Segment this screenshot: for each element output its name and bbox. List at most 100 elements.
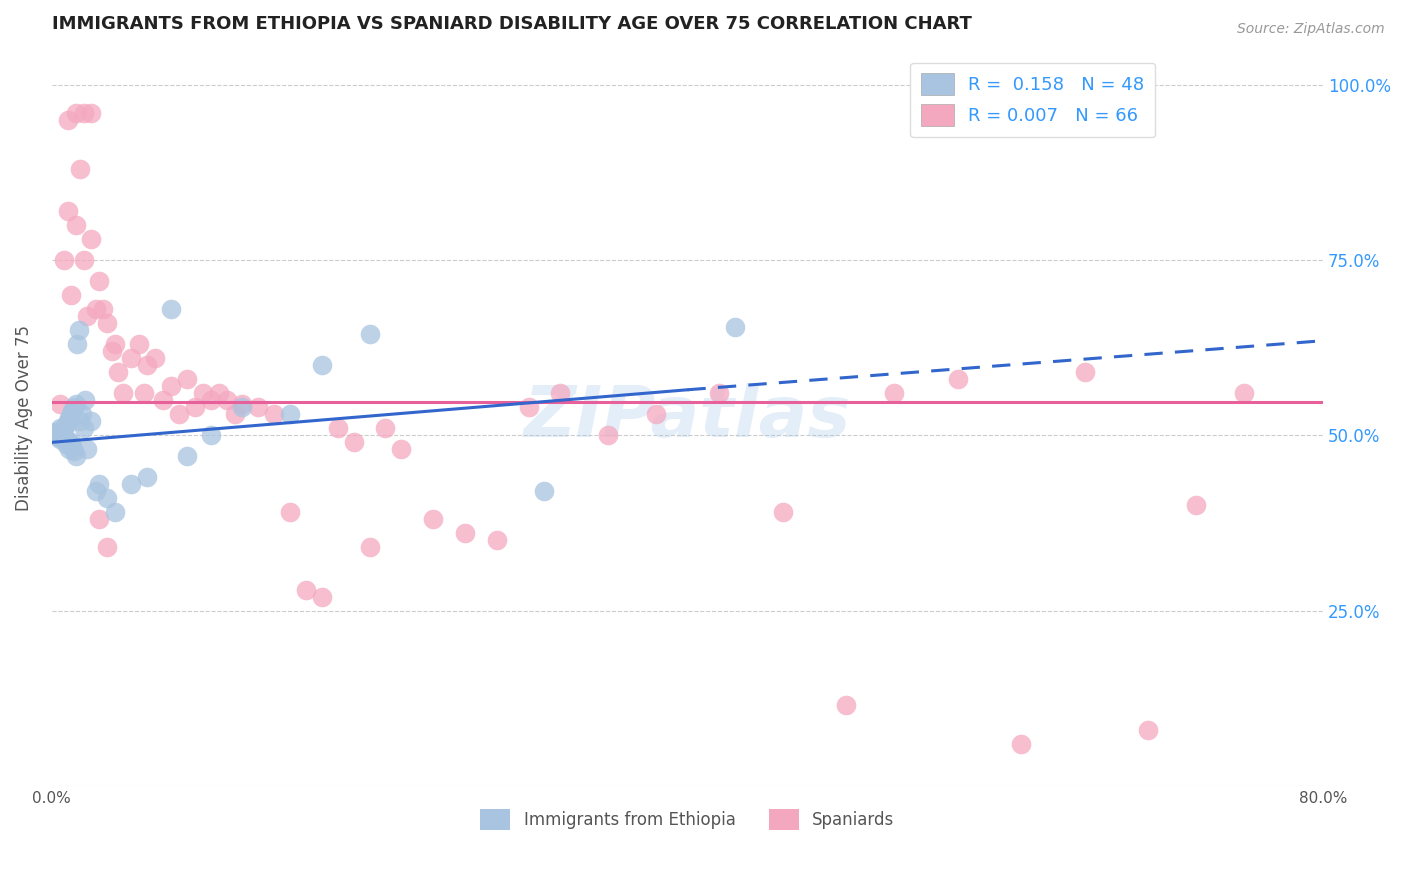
Point xyxy=(58,410,80,425)
Point xyxy=(278,407,301,421)
Point xyxy=(96,316,118,330)
Point xyxy=(62,404,84,418)
Point xyxy=(883,386,905,401)
Point xyxy=(191,386,214,401)
Point xyxy=(200,393,222,408)
Text: IMMIGRANTS FROM ETHIOPIA VS SPANIARD DISABILITY AGE OVER 75 CORRELATION CHART: IMMIGRANTS FROM ETHIOPIA VS SPANIARD DIS… xyxy=(52,15,972,33)
Text: Source: ZipAtlas.com: Source: ZipAtlas.com xyxy=(1237,22,1385,37)
Point xyxy=(80,414,103,428)
Point xyxy=(65,218,87,232)
Point xyxy=(51,428,73,442)
Text: ZIPatlas: ZIPatlas xyxy=(524,384,851,452)
Point xyxy=(724,319,747,334)
Point xyxy=(152,393,174,408)
Point xyxy=(160,302,183,317)
Point xyxy=(596,428,619,442)
Point xyxy=(132,386,155,401)
Point xyxy=(550,386,572,401)
Point xyxy=(70,407,93,421)
Point xyxy=(200,428,222,442)
Point xyxy=(59,407,82,421)
Point xyxy=(45,426,67,441)
Point xyxy=(69,414,91,428)
Point xyxy=(72,253,94,268)
Point xyxy=(343,435,366,450)
Point xyxy=(65,397,87,411)
Point xyxy=(56,112,79,127)
Point xyxy=(136,358,159,372)
Point xyxy=(53,432,76,446)
Point xyxy=(231,397,253,411)
Point xyxy=(112,386,135,401)
Point xyxy=(533,484,555,499)
Point xyxy=(84,302,107,317)
Point xyxy=(120,351,142,366)
Point xyxy=(80,232,103,246)
Point xyxy=(55,417,77,432)
Point xyxy=(76,309,98,323)
Point xyxy=(231,401,253,415)
Point xyxy=(359,326,381,341)
Point xyxy=(56,434,79,448)
Point xyxy=(359,541,381,555)
Point xyxy=(63,401,86,415)
Point xyxy=(101,344,124,359)
Point xyxy=(224,407,246,421)
Point xyxy=(89,274,111,288)
Point xyxy=(389,442,412,457)
Point xyxy=(80,106,103,120)
Point xyxy=(311,590,333,604)
Point xyxy=(46,430,69,444)
Point xyxy=(48,432,70,446)
Point xyxy=(52,430,75,444)
Point xyxy=(160,379,183,393)
Point xyxy=(75,393,97,408)
Point xyxy=(67,323,90,337)
Point xyxy=(1185,499,1208,513)
Point xyxy=(128,337,150,351)
Point xyxy=(295,582,318,597)
Point xyxy=(167,407,190,421)
Point xyxy=(56,414,79,428)
Point xyxy=(89,512,111,526)
Point xyxy=(59,435,82,450)
Point xyxy=(107,365,129,379)
Point xyxy=(53,421,76,435)
Point xyxy=(176,372,198,386)
Point xyxy=(96,491,118,506)
Point xyxy=(278,505,301,519)
Point xyxy=(63,443,86,458)
Point xyxy=(1010,737,1032,751)
Point xyxy=(58,442,80,457)
Point xyxy=(55,436,77,450)
Point xyxy=(76,442,98,457)
Point xyxy=(709,386,731,401)
Point xyxy=(1233,386,1256,401)
Point xyxy=(66,337,89,351)
Point xyxy=(52,425,75,439)
Point xyxy=(374,421,396,435)
Point xyxy=(65,450,87,464)
Point xyxy=(53,253,76,268)
Point xyxy=(835,698,858,713)
Point xyxy=(104,337,127,351)
Point xyxy=(65,106,87,120)
Point xyxy=(1137,723,1160,737)
Point xyxy=(56,204,79,219)
Point xyxy=(184,401,207,415)
Point xyxy=(215,393,238,408)
Point xyxy=(454,526,477,541)
Point xyxy=(772,505,794,519)
Point xyxy=(311,358,333,372)
Point xyxy=(104,505,127,519)
Point xyxy=(247,401,270,415)
Point xyxy=(1074,365,1097,379)
Point xyxy=(517,401,540,415)
Point xyxy=(326,421,349,435)
Point xyxy=(69,161,91,176)
Point xyxy=(422,512,444,526)
Y-axis label: Disability Age Over 75: Disability Age Over 75 xyxy=(15,325,32,511)
Point xyxy=(91,302,114,317)
Point xyxy=(644,407,666,421)
Point xyxy=(72,421,94,435)
